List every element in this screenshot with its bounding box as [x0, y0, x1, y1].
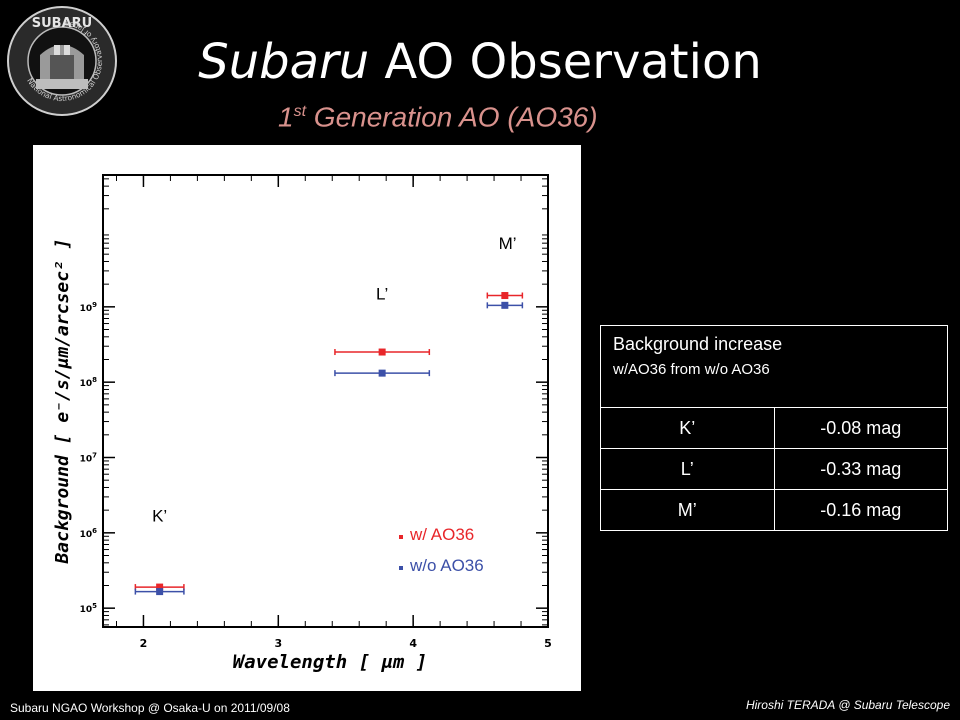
table-row: L’ -0.33 mag	[600, 448, 948, 490]
subtitle-rest: Generation AO (AO36)	[306, 101, 598, 133]
table-row: K’ -0.08 mag	[600, 407, 948, 449]
x-tick-label: 4	[409, 637, 417, 650]
x-tick-label: 3	[274, 637, 282, 650]
band-label: L’	[376, 284, 388, 303]
title-rest: AO Observation	[369, 34, 762, 90]
page-title: Subaru AO Observation	[0, 32, 960, 92]
table-cell-value: -0.33 mag	[773, 448, 948, 490]
x-tick-label: 2	[140, 637, 148, 650]
y-tick-label: 108	[80, 376, 98, 389]
table-cell-value: -0.16 mag	[773, 489, 948, 531]
plot-frame	[102, 174, 549, 628]
y-axis-label: Background [ e⁻/s/μm/arcsec² ]	[52, 238, 73, 564]
subtitle-prefix: 1	[278, 101, 294, 133]
subtitle-sup: st	[293, 103, 307, 120]
y-tick-label: 105	[80, 602, 98, 615]
x-tick-label: 5	[544, 637, 552, 650]
chart-panel: 2 3 4 5 105 106 107 108 109 K’ L’ M’ w/ AO36 w/o AO3…	[33, 145, 581, 691]
table-cell-band: L’	[600, 448, 775, 490]
legend-swatch	[399, 566, 403, 570]
data-point	[156, 583, 164, 591]
data-point	[156, 588, 164, 596]
subaru-logo: SUBARU National Astronomical Observatory…	[7, 6, 117, 116]
footer-author: Hiroshi TERADA @ Subaru Telescope	[745, 698, 950, 712]
page-subtitle: 1st Generation AO (AO36)	[278, 94, 598, 135]
logo-top-text: SUBARU	[32, 16, 92, 31]
footer-event: Subaru NGAO Workshop @ Osaka-U on 2011/0…	[10, 701, 290, 715]
data-point	[501, 301, 509, 309]
background-chart: 2 3 4 5 105 106 107 108 109 K’ L’ M’ w/ AO36 w/o AO3…	[52, 174, 552, 673]
table-cell-band: K’	[600, 407, 775, 449]
legend-label: w/ AO36	[409, 525, 474, 544]
data-point	[378, 369, 386, 377]
band-label: M’	[499, 234, 517, 253]
legend-label: w/o AO36	[409, 556, 484, 575]
table-header: Background increase w/AO36 from w/o AO36	[600, 325, 948, 408]
y-tick-label: 106	[80, 527, 98, 540]
table-header-title: Background increase	[613, 334, 783, 354]
legend-swatch	[399, 535, 403, 539]
data-point	[378, 348, 386, 356]
band-label: K’	[152, 507, 167, 526]
x-axis-label: Wavelength [ μm ]	[233, 651, 427, 673]
y-tick-label: 109	[80, 301, 98, 314]
y-tick-label: 107	[80, 452, 98, 465]
table-header-subtitle: w/AO36 from w/o AO36	[613, 361, 770, 378]
data-point	[501, 292, 509, 300]
title-italic: Subaru	[198, 34, 370, 90]
background-increase-table: Background increase w/AO36 from w/o AO36…	[600, 325, 948, 531]
table-cell-value: -0.08 mag	[773, 407, 948, 449]
table-row: M’ -0.16 mag	[600, 489, 948, 531]
table-cell-band: M’	[600, 489, 775, 531]
